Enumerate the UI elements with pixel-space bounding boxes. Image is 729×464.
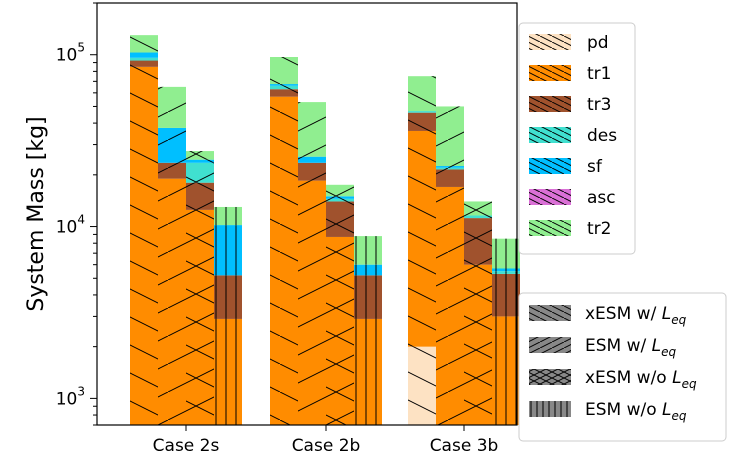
bar-segment-tr1 bbox=[298, 180, 326, 425]
legend-label: sf bbox=[587, 157, 603, 177]
bar-segment-des bbox=[464, 215, 492, 219]
bar-segment-tr3 bbox=[492, 273, 520, 317]
bar-segment-tr1 bbox=[354, 318, 382, 425]
bar-segment-sf bbox=[130, 52, 158, 58]
bar-segment-des bbox=[326, 198, 354, 202]
bar-segment-sf bbox=[326, 196, 354, 199]
bar-segment-tr3 bbox=[436, 169, 464, 187]
bar-segment-sf bbox=[354, 264, 382, 276]
legend-label: asc bbox=[587, 188, 616, 208]
bar-segment-tr1 bbox=[464, 264, 492, 425]
legend-item-des: des bbox=[529, 126, 617, 146]
bar-segment-tr2 bbox=[408, 76, 436, 112]
y-axis: 103 104 105 bbox=[56, 2, 97, 426]
legend-label: tr2 bbox=[587, 219, 611, 239]
bar-segment-tr3 bbox=[354, 275, 382, 319]
bar-segment-des bbox=[130, 57, 158, 61]
bar-segment-tr2 bbox=[130, 35, 158, 53]
bar-segment-tr3 bbox=[408, 112, 436, 131]
legend-label: des bbox=[587, 126, 617, 146]
legend-label: ESM w/ Leq bbox=[585, 336, 677, 359]
bar-segment-tr2 bbox=[326, 184, 354, 197]
bar-segment-tr1 bbox=[408, 130, 436, 347]
bar-segment-tr3 bbox=[464, 218, 492, 265]
x-tick-label: Case 3b bbox=[430, 436, 499, 456]
bar-segment-pd bbox=[408, 346, 436, 425]
legend-item-method: ESM w/ Leq bbox=[529, 336, 677, 359]
bar-segment-sf bbox=[436, 166, 464, 168]
bar-segment-tr2 bbox=[270, 56, 298, 85]
bar-segment-sf bbox=[298, 156, 326, 163]
bar-segment-des bbox=[492, 271, 520, 274]
y-tick-label: 105 bbox=[56, 41, 85, 66]
bar-segment-sf bbox=[270, 84, 298, 86]
x-tick-label: Case 2s bbox=[153, 436, 220, 456]
bar-segment-tr2 bbox=[214, 206, 242, 226]
bar-segment-tr3 bbox=[270, 89, 298, 97]
legend-label: xESM w/ Leq bbox=[585, 304, 687, 327]
legend-item-sf: sf bbox=[529, 157, 603, 177]
bars-layer bbox=[130, 35, 520, 425]
bar-segment-tr1 bbox=[130, 66, 158, 425]
legend-item-tr1: tr1 bbox=[529, 64, 611, 84]
bar-segment-tr2 bbox=[354, 236, 382, 265]
bar-segment-tr1 bbox=[436, 186, 464, 425]
x-tick-label: Case 2b bbox=[292, 436, 361, 456]
bar-segment-tr3 bbox=[298, 162, 326, 181]
y-tick-label: 104 bbox=[56, 213, 85, 238]
bar-segment-des bbox=[436, 167, 464, 170]
legend-label: pd bbox=[587, 33, 609, 53]
bar-segment-tr1 bbox=[326, 236, 354, 425]
legend-item-method: xESM w/ Leq bbox=[529, 304, 687, 327]
bar-segment-tr3 bbox=[130, 60, 158, 67]
bar-segment-tr2 bbox=[464, 201, 492, 216]
legend-item-method: xESM w/o Leq bbox=[529, 368, 697, 391]
bar-segment-sf bbox=[492, 268, 520, 272]
legend-label: tr1 bbox=[587, 64, 611, 84]
bar-segment-tr1 bbox=[214, 318, 242, 425]
bar-segment-tr1 bbox=[158, 178, 186, 425]
y-axis-label: System Mass [kg] bbox=[24, 116, 49, 311]
plot-frame bbox=[96, 2, 518, 426]
bar-segment-tr2 bbox=[436, 106, 464, 167]
bar-segment-des bbox=[186, 162, 214, 183]
bar-segment-des bbox=[408, 111, 436, 113]
bar-segment-tr1 bbox=[492, 316, 520, 425]
legend-item-tr2: tr2 bbox=[529, 219, 611, 239]
y-tick-label: 103 bbox=[56, 384, 85, 409]
legend-label: tr3 bbox=[587, 95, 611, 115]
bar-segment-tr1 bbox=[186, 209, 214, 425]
bar-segment-tr2 bbox=[158, 86, 186, 128]
bar-segment-sf bbox=[186, 159, 214, 163]
bar-segment-des bbox=[270, 85, 298, 90]
bar-segment-tr3 bbox=[326, 201, 354, 237]
bar-segment-tr3 bbox=[214, 275, 242, 319]
legend-item-method: ESM w/o Leq bbox=[529, 400, 687, 423]
bar-segment-tr2 bbox=[186, 151, 214, 160]
bar-segment-sf bbox=[158, 127, 186, 163]
bar-segment-tr1 bbox=[270, 96, 298, 425]
x-axis: Case 2s Case 2b Case 3b bbox=[153, 425, 499, 456]
bar-segment-tr3 bbox=[158, 162, 186, 179]
legend-item-tr3: tr3 bbox=[529, 95, 611, 115]
bar-segment-tr3 bbox=[186, 182, 214, 210]
bar-segment-tr2 bbox=[492, 238, 520, 269]
bar-segment-tr2 bbox=[298, 102, 326, 157]
legend-label: ESM w/o Leq bbox=[585, 400, 687, 423]
legend-methods: xESM w/ Leq ESM w/ Leq xESM w/o Leq ESM w/o… bbox=[518, 292, 727, 442]
legend-components: pd tr1 tr3 des sf asc tr2 bbox=[518, 22, 636, 255]
bar-segment-sf bbox=[214, 225, 242, 276]
legend-item-asc: asc bbox=[529, 188, 616, 208]
legend-item-pd: pd bbox=[529, 33, 609, 53]
legend-label: xESM w/o Leq bbox=[585, 368, 697, 391]
